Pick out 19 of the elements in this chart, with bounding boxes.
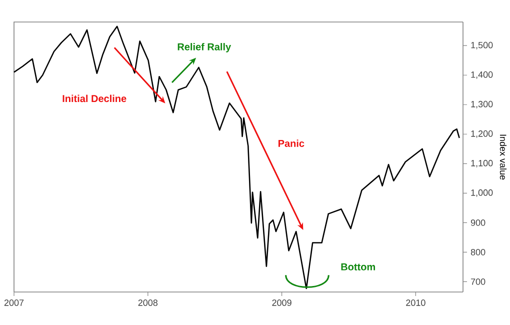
x-tick-label: 2008 — [138, 300, 158, 306]
y-axis-title: Index value — [500, 134, 507, 180]
y-tick-label: 1,400 — [471, 71, 493, 79]
y-tick-label: 1,100 — [471, 160, 493, 168]
y-tick-label: 1,200 — [471, 130, 493, 138]
y-tick-label: 700 — [470, 278, 486, 285]
annotation: Panic — [278, 140, 304, 147]
annotation: Relief Rally — [178, 43, 232, 52]
annotation: Bottom — [341, 263, 375, 270]
y-tick-label: 1,000 — [471, 189, 493, 197]
y-tick-label: 900 — [470, 219, 486, 226]
x-tick-label: 2007 — [4, 300, 24, 306]
y-tick-label: 1,500 — [471, 42, 493, 50]
y-tick-label: 800 — [470, 248, 486, 256]
y-tick-label: 1,300 — [471, 100, 493, 108]
annotation: Initial Decline — [62, 94, 126, 102]
x-tick-label: 2010 — [406, 300, 426, 306]
line-series — [13, 26, 460, 290]
x-tick-label: 2009 — [272, 300, 292, 306]
